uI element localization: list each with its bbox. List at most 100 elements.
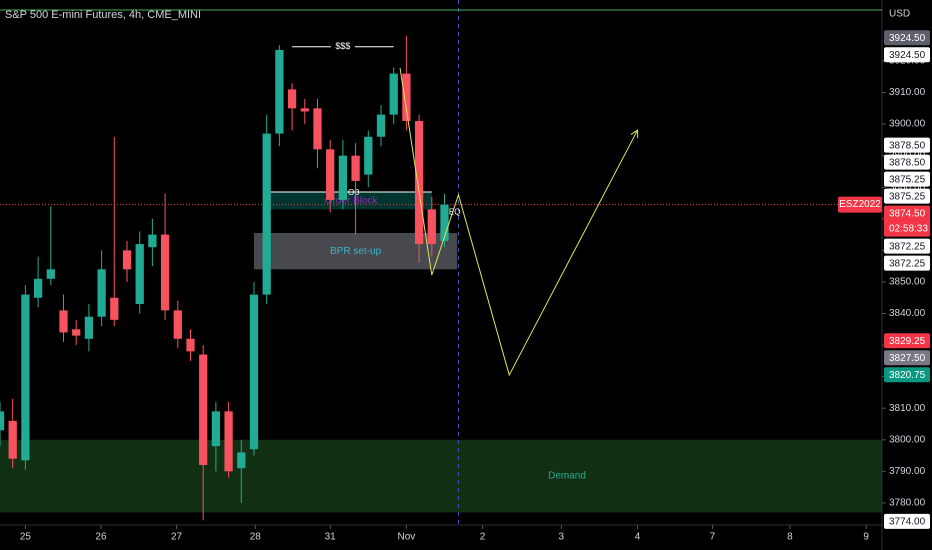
- candle-body: [326, 149, 335, 200]
- price-label-box: [884, 154, 930, 170]
- price-label-box: [884, 350, 930, 366]
- candle-body: [59, 310, 68, 333]
- price-label-box: [884, 255, 930, 271]
- x-tick-label: 4: [635, 532, 641, 543]
- price-label-box: [884, 238, 930, 254]
- currency: USD: [889, 9, 910, 20]
- price-label-box: [884, 30, 930, 46]
- last-price-label: 3874.50: [889, 208, 926, 219]
- x-tick-label: 2: [480, 532, 486, 543]
- zone-label: Order Block: [325, 195, 379, 206]
- x-tick-label: Nov: [397, 532, 415, 543]
- candle-body: [186, 338, 195, 352]
- candle-body: [351, 155, 360, 181]
- y-tick-label: 3780.00: [889, 498, 926, 509]
- price-label: 3924.50: [889, 33, 926, 44]
- candle-body: [135, 244, 144, 305]
- symbol-label: ESZ2022: [839, 199, 881, 210]
- price-label: 3774.00: [889, 516, 926, 527]
- price-label: 3827.50: [889, 353, 926, 364]
- candle-body: [148, 234, 157, 248]
- candle-body: [389, 73, 398, 115]
- candle-body: [376, 114, 386, 137]
- projection-arrow: [630, 129, 639, 139]
- price-label-box: [884, 513, 930, 529]
- price-label-box: [884, 47, 930, 63]
- ob-tag: OB: [348, 188, 360, 197]
- x-tick-label: 7: [710, 532, 716, 543]
- liquidity-label: $$$: [335, 41, 350, 51]
- price-label: 3924.50: [889, 50, 926, 61]
- candle-body: [110, 297, 119, 320]
- candle-body: [338, 155, 348, 200]
- x-tick-label: 9: [863, 532, 869, 543]
- price-label-box: [884, 333, 930, 349]
- candle-body: [122, 250, 132, 270]
- candle-body: [364, 136, 373, 175]
- y-tick-label: 3900.00: [889, 119, 926, 130]
- price-label: 3875.25: [889, 191, 926, 202]
- candle-body: [262, 133, 271, 295]
- price-label-box: [884, 188, 930, 204]
- zone: [253, 233, 458, 270]
- price-label: 3872.25: [889, 241, 926, 252]
- zone: [270, 191, 432, 210]
- candle-body: [275, 49, 284, 134]
- zone-label: Demand: [548, 471, 586, 482]
- price-label: 3872.25: [889, 258, 926, 269]
- candle-body: [237, 452, 246, 469]
- candle-body: [287, 89, 297, 109]
- price-label: 3875.25: [889, 174, 926, 185]
- zone: [0, 439, 882, 513]
- candle-body: [440, 204, 449, 241]
- candle-body: [0, 411, 5, 431]
- candle-body: [21, 294, 30, 461]
- symbol-box: [838, 196, 882, 213]
- candle-body: [173, 310, 182, 339]
- candle-body: [414, 120, 424, 245]
- candle-body: [249, 294, 259, 450]
- x-tick-label: 26: [95, 532, 107, 543]
- price-label-box: [884, 367, 930, 383]
- price-label-box: [884, 137, 930, 153]
- candle-body: [427, 209, 436, 245]
- candle-body: [300, 108, 309, 112]
- candle-body: [313, 108, 322, 150]
- last-price-box: [884, 205, 930, 237]
- price-label: 3829.25: [889, 336, 926, 347]
- candle-body: [224, 411, 233, 472]
- price-label: 3820.75: [889, 370, 926, 381]
- candle-body: [72, 329, 81, 336]
- x-tick-label: 27: [171, 532, 183, 543]
- x-tick-label: 25: [20, 532, 32, 543]
- y-tick-label: 3840.00: [889, 308, 926, 319]
- price-label-box: [884, 171, 930, 187]
- x-tick-label: 3: [559, 532, 565, 543]
- chart-title: S&P 500 E-mini Futures, 4h, CME_MINI: [5, 9, 201, 21]
- candle-body: [199, 354, 208, 466]
- candle-body: [211, 411, 221, 447]
- x-tick-label: 8: [787, 532, 793, 543]
- x-tick-label: 31: [325, 532, 337, 543]
- candle-body: [46, 269, 55, 279]
- price-label: 3878.50: [889, 140, 926, 151]
- candle-body: [8, 420, 17, 459]
- candle-body: [97, 269, 106, 317]
- candle-body: [160, 234, 170, 311]
- y-tick-label: 3810.00: [889, 403, 926, 414]
- y-tick-label: 3790.00: [889, 466, 926, 477]
- candle-body: [402, 73, 411, 121]
- projection-path: [399, 67, 638, 377]
- candle-body: [33, 278, 43, 298]
- candle-body: [84, 316, 94, 339]
- y-tick-label: 3880.00: [889, 182, 926, 193]
- y-tick-label: 3850.00: [889, 277, 926, 288]
- countdown: 02:58:33: [889, 223, 928, 234]
- eq-label: EQ: [449, 208, 461, 217]
- price-label: 3878.50: [889, 157, 926, 168]
- x-tick-label: 28: [250, 532, 262, 543]
- zone-label: BPR set-up: [330, 246, 382, 257]
